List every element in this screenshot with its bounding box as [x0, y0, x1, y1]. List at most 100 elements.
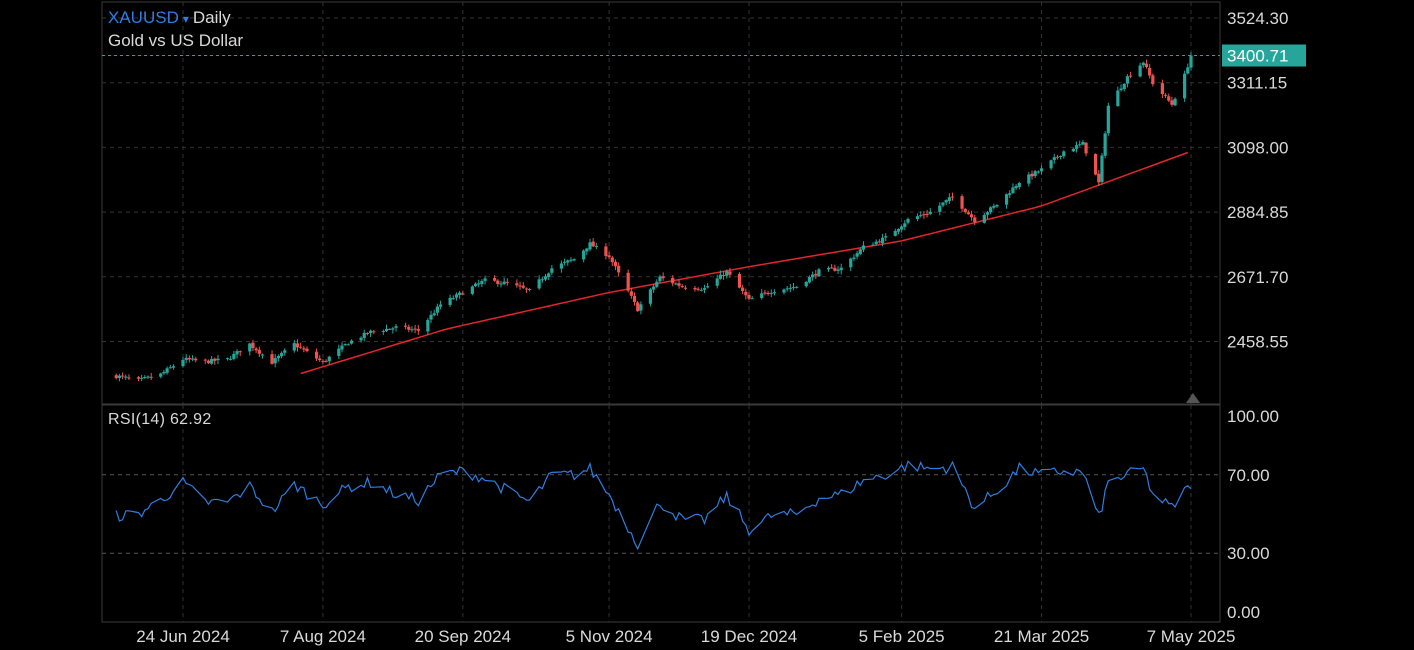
candle-body — [807, 277, 812, 283]
rsi-y-tick-label: 30.00 — [1227, 544, 1270, 563]
last-price-badge — [1222, 44, 1306, 67]
candle-body — [763, 292, 767, 294]
candle-body — [915, 216, 920, 220]
chevron-down-icon[interactable]: ▾ — [182, 12, 189, 26]
candle-body — [483, 278, 487, 281]
candle-body — [146, 376, 150, 378]
candle-body — [502, 281, 506, 285]
candle-body — [388, 328, 392, 330]
candle-body — [569, 259, 573, 261]
x-tick-label: 7 May 2025 — [1147, 627, 1236, 646]
candle-body — [852, 257, 856, 259]
candle-body — [524, 288, 529, 290]
candle-body — [343, 344, 347, 346]
candle-body — [1014, 186, 1018, 189]
candle-body — [1078, 144, 1082, 146]
candle-body — [1011, 187, 1015, 194]
candle-body — [982, 215, 986, 223]
candle-body — [938, 205, 942, 212]
candle-body — [903, 223, 907, 227]
candle-body — [1084, 142, 1088, 154]
candle-body — [591, 241, 595, 247]
x-tick-label: 24 Jun 2024 — [136, 627, 230, 646]
candle-body — [661, 276, 665, 279]
candle-body — [1094, 153, 1098, 175]
candle-body — [515, 283, 519, 286]
candle-body — [1148, 67, 1152, 76]
candle-body — [276, 355, 280, 359]
candle-body — [613, 261, 618, 267]
candle-body — [1052, 157, 1056, 160]
x-tick-label: 7 Aug 2024 — [280, 627, 366, 646]
event-marker-icon[interactable] — [1186, 393, 1200, 403]
candle-body — [639, 304, 643, 311]
candle-body — [477, 283, 481, 285]
candle-body — [540, 279, 544, 281]
candle-body — [900, 226, 904, 230]
candle-body — [521, 285, 525, 288]
candle-body — [950, 196, 955, 198]
candle-body — [238, 351, 242, 353]
y-tick-label: 2671.70 — [1227, 268, 1288, 287]
candle-body — [858, 249, 862, 254]
candle-body — [1170, 100, 1174, 105]
candle-body — [559, 263, 563, 269]
candle-body — [861, 245, 866, 250]
candle-body — [314, 351, 319, 359]
candle-body — [187, 357, 191, 360]
candle-body — [257, 349, 261, 354]
candle-body — [365, 333, 370, 335]
candle-body — [324, 360, 328, 362]
candle-body — [1122, 83, 1126, 90]
candle-body — [369, 330, 373, 334]
candle-body — [203, 359, 207, 361]
candle-body — [795, 286, 799, 288]
candle-body — [299, 346, 303, 348]
candle-body — [168, 367, 172, 369]
candle-body — [273, 358, 277, 364]
candle-body — [747, 294, 751, 299]
candle-body — [127, 377, 131, 379]
candle-body — [680, 286, 684, 288]
candle-body — [305, 348, 309, 352]
candle-body — [877, 241, 881, 243]
candle-body — [321, 360, 325, 362]
candle-body — [190, 358, 195, 360]
candle-body — [826, 267, 831, 270]
candle-body — [1125, 76, 1130, 84]
candle-body — [1004, 194, 1009, 205]
candle-body — [1173, 98, 1177, 106]
candle-body — [140, 377, 144, 379]
candle-body — [391, 328, 395, 330]
candle-body — [1160, 83, 1164, 95]
candle-body — [849, 258, 853, 268]
candle-body — [359, 337, 363, 341]
candle-body — [607, 255, 611, 258]
candle-body — [120, 375, 125, 377]
candle-body — [461, 293, 465, 295]
chart-header[interactable]: XAUUSD ▾ Daily — [108, 7, 231, 30]
candle-body — [206, 360, 211, 364]
candle-body — [750, 298, 754, 300]
symbol-name[interactable]: XAUUSD — [108, 8, 179, 27]
candle-body — [648, 289, 653, 304]
candle-body — [772, 292, 777, 294]
candle-body — [744, 291, 748, 296]
candle-body — [922, 214, 926, 216]
interval-label[interactable]: Daily — [192, 8, 231, 27]
candle-body — [1189, 55, 1193, 68]
candle-body — [677, 283, 681, 286]
candle-body — [1097, 173, 1101, 183]
candle-body — [760, 293, 764, 298]
rsi-legend: RSI(14) 62.92 — [108, 411, 212, 429]
y-tick-label: 2884.85 — [1227, 203, 1288, 222]
candle-body — [833, 267, 837, 271]
candle-body — [1103, 133, 1107, 156]
candle-body — [149, 376, 153, 378]
candle-body — [594, 245, 598, 247]
candle-body — [349, 340, 354, 344]
candle-body — [435, 306, 439, 313]
candle-body — [518, 285, 522, 287]
candle-body — [925, 213, 929, 215]
candle-body — [372, 331, 376, 333]
